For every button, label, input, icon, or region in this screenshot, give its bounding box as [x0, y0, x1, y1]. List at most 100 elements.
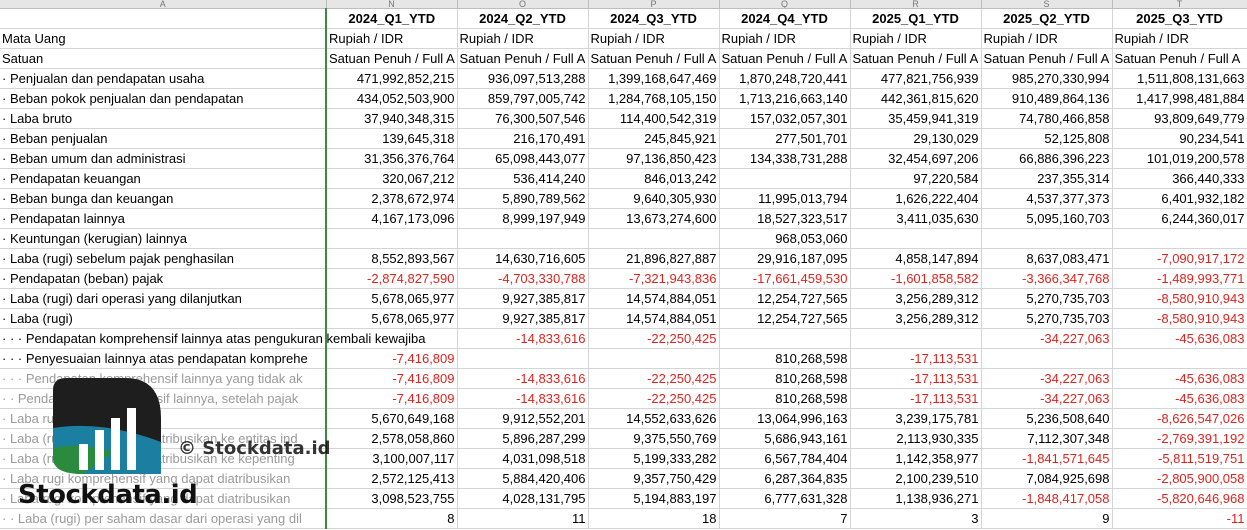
value-cell[interactable]: 12,254,727,565 — [719, 308, 851, 329]
label-cell[interactable]: · · · Pendapatan komprehensif lainnya at… — [0, 328, 425, 349]
value-cell[interactable]: 134,338,731,288 — [719, 148, 851, 169]
value-cell[interactable]: -11 — [1112, 508, 1247, 529]
value-cell[interactable]: 2,578,058,860 — [326, 428, 458, 449]
column-header[interactable]: A — [0, 0, 327, 9]
value-cell[interactable]: 11 — [457, 508, 589, 529]
period-cell[interactable]: 2024_Q3_YTD — [588, 8, 720, 29]
label-cell[interactable]: · Pendapatan (beban) pajak — [0, 268, 327, 289]
value-cell[interactable]: 6,287,364,835 — [719, 468, 851, 489]
label-cell[interactable]: · Laba (rugi) — [0, 308, 327, 329]
value-cell[interactable]: 18 — [588, 508, 720, 529]
value-cell[interactable]: 5,884,420,406 — [457, 468, 589, 489]
value-cell[interactable]: 1,399,168,647,469 — [588, 68, 720, 89]
value-cell[interactable]: 1,626,222,404 — [850, 188, 982, 209]
value-cell[interactable]: 2,100,239,510 — [850, 468, 982, 489]
value-cell[interactable]: 3,098,523,755 — [326, 488, 458, 509]
value-cell[interactable]: 1,417,998,481,884 — [1112, 88, 1247, 109]
value-cell[interactable]: -14,833,616 — [457, 328, 589, 349]
value-cell[interactable]: 29,916,187,095 — [719, 248, 851, 269]
label-cell[interactable]: · Laba rugi komprehensif yang dapat diat… — [0, 488, 327, 509]
value-cell[interactable]: 9,357,750,429 — [588, 468, 720, 489]
value-cell[interactable]: 35,459,941,319 — [850, 108, 982, 129]
value-cell[interactable]: 97,220,584 — [850, 168, 982, 189]
value-cell[interactable]: 9,640,305,930 — [588, 188, 720, 209]
column-header[interactable]: N — [326, 0, 458, 9]
value-cell[interactable]: 3,100,007,117 — [326, 448, 458, 469]
value-cell[interactable]: 93,809,649,779 — [1112, 108, 1247, 129]
value-cell[interactable]: Satuan Penuh / Full A — [457, 48, 589, 69]
value-cell[interactable]: 4,167,173,096 — [326, 208, 458, 229]
value-cell[interactable]: Rupiah / IDR — [981, 28, 1113, 49]
label-cell[interactable] — [0, 8, 327, 29]
value-cell[interactable]: 477,821,756,939 — [850, 68, 982, 89]
value-cell[interactable]: 4,028,131,795 — [457, 488, 589, 509]
value-cell[interactable]: 14,552,633,626 — [588, 408, 720, 429]
value-cell[interactable]: Satuan Penuh / Full A — [1112, 48, 1247, 69]
value-cell[interactable]: 5,199,333,282 — [588, 448, 720, 469]
value-cell[interactable]: -2,769,391,192 — [1112, 428, 1247, 449]
value-cell[interactable]: -7,416,809 — [326, 368, 458, 389]
value-cell[interactable] — [719, 168, 851, 189]
value-cell[interactable]: Satuan Penuh / Full A — [719, 48, 851, 69]
label-cell[interactable]: · Keuntungan (kerugian) lainnya — [0, 228, 327, 249]
value-cell[interactable]: 810,268,598 — [719, 388, 851, 409]
value-cell[interactable] — [326, 328, 458, 349]
value-cell[interactable]: 277,501,701 — [719, 128, 851, 149]
value-cell[interactable] — [457, 348, 589, 369]
value-cell[interactable]: 5,678,065,977 — [326, 308, 458, 329]
value-cell[interactable]: 6,244,360,017 — [1112, 208, 1247, 229]
period-cell[interactable]: 2024_Q1_YTD — [326, 8, 458, 29]
value-cell[interactable] — [326, 228, 458, 249]
value-cell[interactable]: 7,084,925,698 — [981, 468, 1113, 489]
value-cell[interactable]: 3,239,175,781 — [850, 408, 982, 429]
value-cell[interactable]: 5,670,649,168 — [326, 408, 458, 429]
value-cell[interactable]: 9,927,385,817 — [457, 308, 589, 329]
value-cell[interactable]: 3,411,035,630 — [850, 208, 982, 229]
column-header[interactable]: P — [588, 0, 720, 9]
value-cell[interactable]: 6,401,932,182 — [1112, 188, 1247, 209]
value-cell[interactable]: -34,227,063 — [981, 328, 1113, 349]
value-cell[interactable]: Rupiah / IDR — [326, 28, 458, 49]
value-cell[interactable]: 5,890,789,562 — [457, 188, 589, 209]
value-cell[interactable]: 66,886,396,223 — [981, 148, 1113, 169]
value-cell[interactable]: 139,645,318 — [326, 128, 458, 149]
period-cell[interactable]: 2024_Q2_YTD — [457, 8, 589, 29]
period-cell[interactable]: 2025_Q1_YTD — [850, 8, 982, 29]
value-cell[interactable]: 12,254,727,565 — [719, 288, 851, 309]
value-cell[interactable]: -17,113,531 — [850, 368, 982, 389]
value-cell[interactable]: -34,227,063 — [981, 388, 1113, 409]
value-cell[interactable]: Rupiah / IDR — [850, 28, 982, 49]
label-cell[interactable]: · Pendapatan lainnya — [0, 208, 327, 229]
value-cell[interactable] — [981, 228, 1113, 249]
label-cell[interactable]: · · Laba (rugi) per saham dasar dari ope… — [0, 508, 327, 529]
value-cell[interactable]: 32,454,697,206 — [850, 148, 982, 169]
value-cell[interactable]: 536,414,240 — [457, 168, 589, 189]
value-cell[interactable]: 8,552,893,567 — [326, 248, 458, 269]
value-cell[interactable] — [850, 228, 982, 249]
value-cell[interactable]: 5,236,508,640 — [981, 408, 1113, 429]
value-cell[interactable] — [1112, 228, 1247, 249]
value-cell[interactable]: 1,138,936,271 — [850, 488, 982, 509]
value-cell[interactable]: 9,927,385,817 — [457, 288, 589, 309]
value-cell[interactable]: 11,995,013,794 — [719, 188, 851, 209]
value-cell[interactable]: -2,874,827,590 — [326, 268, 458, 289]
value-cell[interactable]: 5,095,160,703 — [981, 208, 1113, 229]
value-cell[interactable] — [1112, 348, 1247, 369]
value-cell[interactable]: 6,567,784,404 — [719, 448, 851, 469]
column-header[interactable]: S — [981, 0, 1113, 9]
value-cell[interactable]: Satuan Penuh / Full A — [326, 48, 458, 69]
value-cell[interactable]: -14,833,616 — [457, 368, 589, 389]
label-cell[interactable]: · Beban umum dan administrasi — [0, 148, 327, 169]
value-cell[interactable]: 2,572,125,413 — [326, 468, 458, 489]
value-cell[interactable]: -8,626,547,026 — [1112, 408, 1247, 429]
value-cell[interactable]: 2,378,672,974 — [326, 188, 458, 209]
value-cell[interactable]: 5,194,883,197 — [588, 488, 720, 509]
value-cell[interactable]: -7,416,809 — [326, 348, 458, 369]
value-cell[interactable]: -1,841,571,645 — [981, 448, 1113, 469]
value-cell[interactable]: 9 — [981, 508, 1113, 529]
label-cell[interactable]: · · · Penyesuaian lainnya atas pendapata… — [0, 348, 327, 369]
value-cell[interactable]: 471,992,852,215 — [326, 68, 458, 89]
value-cell[interactable]: 1,870,248,720,441 — [719, 68, 851, 89]
value-cell[interactable]: 90,234,541 — [1112, 128, 1247, 149]
value-cell[interactable]: 810,268,598 — [719, 348, 851, 369]
